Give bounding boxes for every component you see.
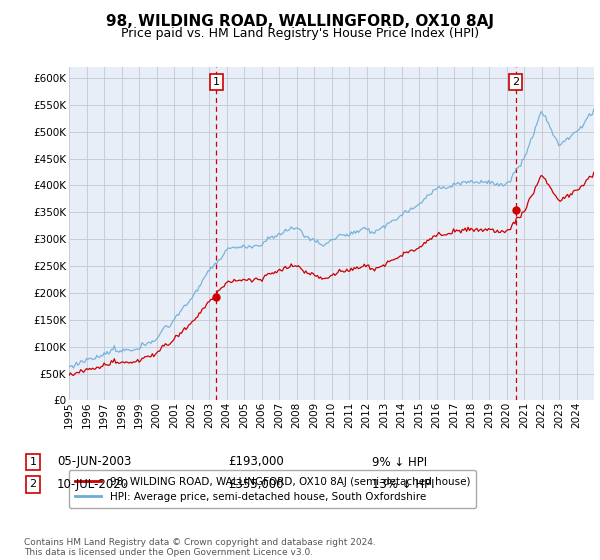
Text: 2: 2 (29, 479, 37, 489)
Text: 9% ↓ HPI: 9% ↓ HPI (372, 455, 427, 469)
Text: £193,000: £193,000 (228, 455, 284, 469)
Text: 2: 2 (512, 77, 520, 87)
Text: 1: 1 (29, 457, 37, 467)
Text: 05-JUN-2003: 05-JUN-2003 (57, 455, 131, 469)
Text: 13% ↓ HPI: 13% ↓ HPI (372, 478, 434, 491)
Text: Price paid vs. HM Land Registry's House Price Index (HPI): Price paid vs. HM Land Registry's House … (121, 27, 479, 40)
Text: £355,000: £355,000 (228, 478, 284, 491)
Legend: 98, WILDING ROAD, WALLINGFORD, OX10 8AJ (semi-detached house), HPI: Average pric: 98, WILDING ROAD, WALLINGFORD, OX10 8AJ … (69, 470, 476, 508)
Text: Contains HM Land Registry data © Crown copyright and database right 2024.
This d: Contains HM Land Registry data © Crown c… (24, 538, 376, 557)
Text: 10-JUL-2020: 10-JUL-2020 (57, 478, 129, 491)
Text: 1: 1 (213, 77, 220, 87)
Text: 98, WILDING ROAD, WALLINGFORD, OX10 8AJ: 98, WILDING ROAD, WALLINGFORD, OX10 8AJ (106, 14, 494, 29)
